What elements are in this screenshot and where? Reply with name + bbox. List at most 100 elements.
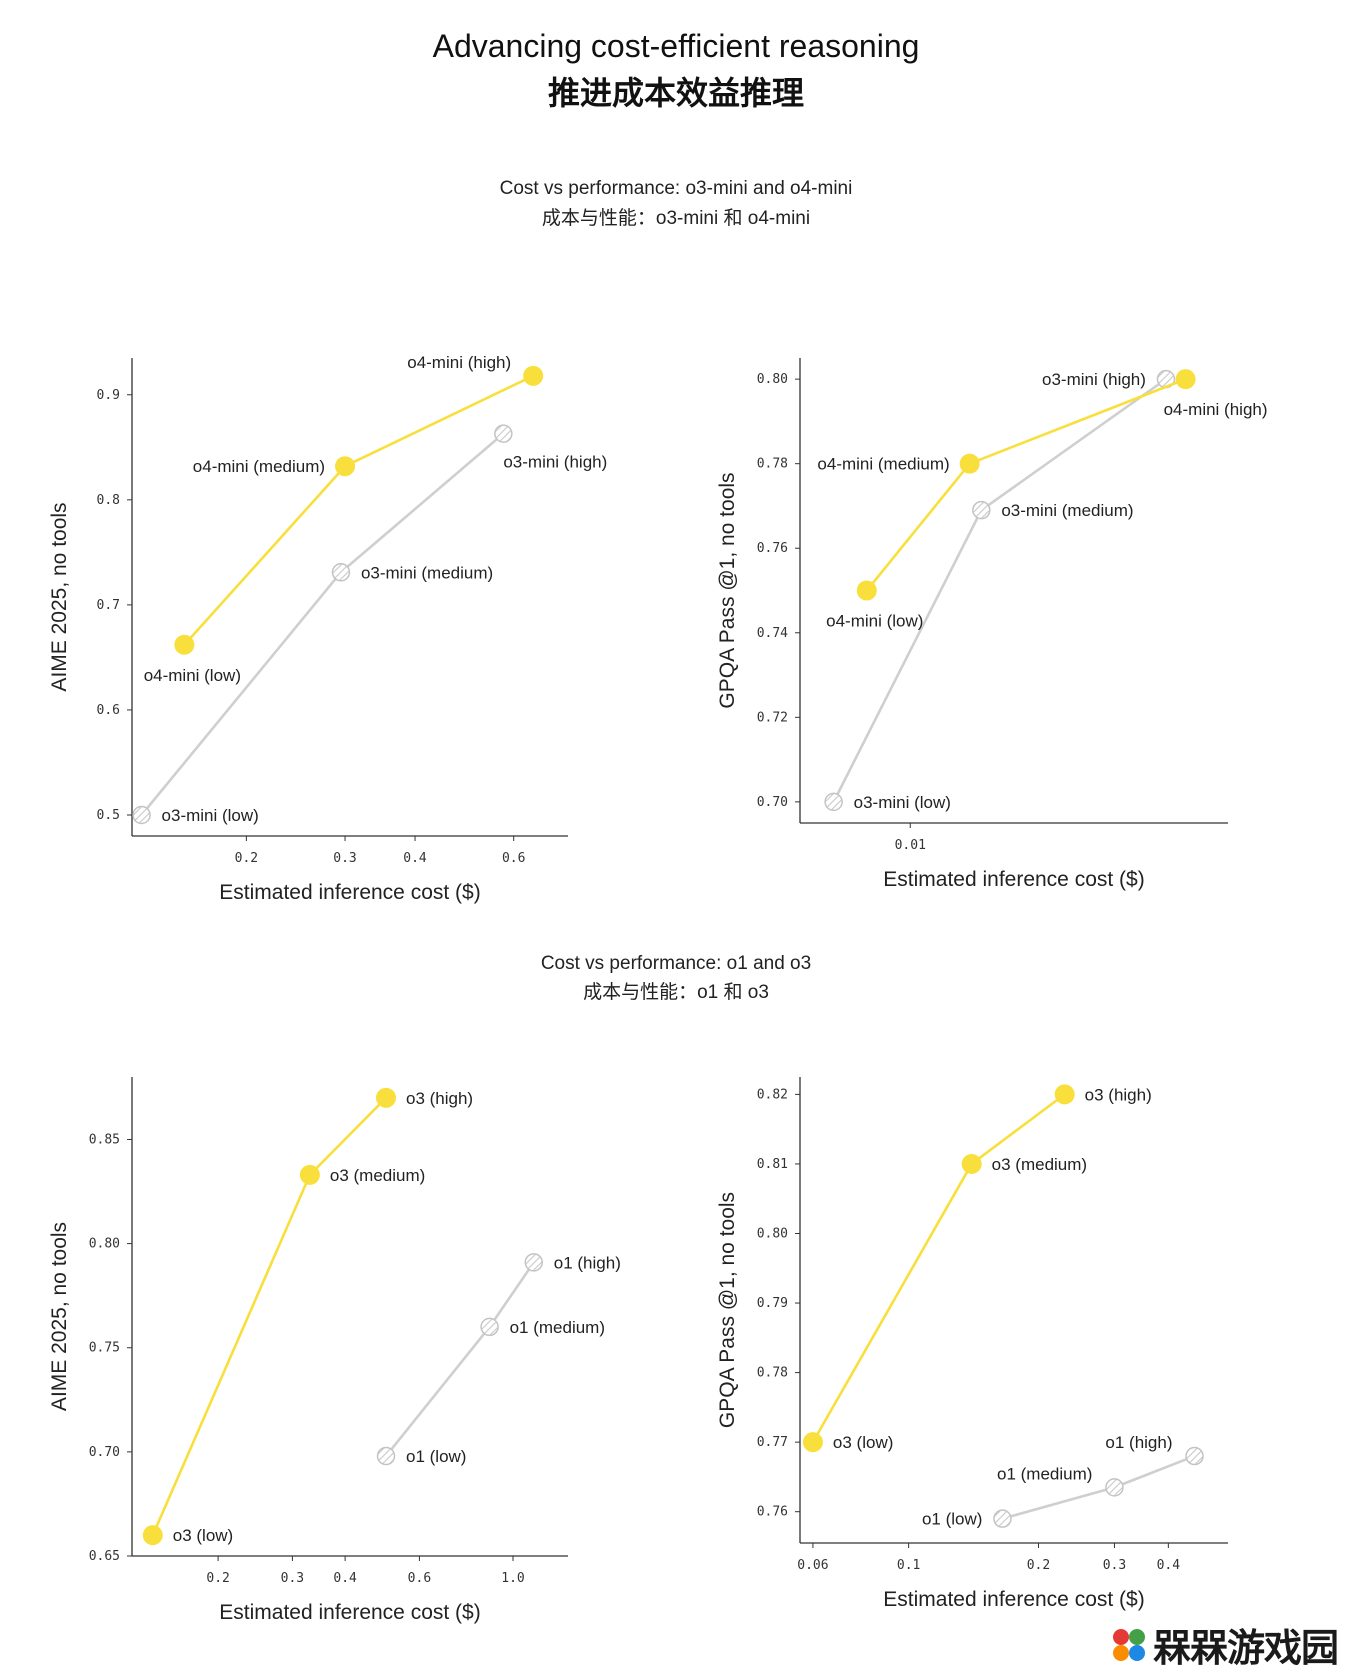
chart-1-y-tick-label: 0.5 — [97, 808, 120, 823]
chart-2-y-tick-label: 0.72 — [757, 710, 788, 725]
chart-4-series-highlight-line — [811, 1093, 1066, 1443]
chart-3-x-tick-label: 1.0 — [501, 1571, 524, 1586]
chart-1-point-label: o3-mini (medium) — [361, 563, 493, 582]
chart-4-y-axis-label: GPQA Pass @1, no tools — [716, 1192, 739, 1428]
watermark-text: 槑槑游戏园 — [1152, 1626, 1339, 1670]
watermark-logo-icon — [1112, 1628, 1145, 1661]
chart-3-y-tick-label: 0.65 — [89, 1549, 120, 1564]
chart-3-point-label: o3 (low) — [173, 1526, 233, 1545]
chart-4-y-tick-label: 0.82 — [757, 1087, 788, 1102]
chart-2-point-label: o4-mini (low) — [826, 612, 923, 631]
chart-4-x-tick-label: 0.4 — [1157, 1558, 1181, 1573]
chart-2-y-axis-label: GPQA Pass @1, no tools — [716, 472, 739, 708]
chart-4-x-tick-label: 0.1 — [897, 1558, 920, 1573]
chart-4-point-label: o3 (low) — [833, 1433, 893, 1452]
chart-4-x-tick-label: 0.06 — [797, 1558, 828, 1573]
chart-1-point — [331, 563, 351, 582]
chart-1-point-label: o4-mini (medium) — [193, 457, 325, 476]
chart-2-point-label: o3-mini (high) — [1042, 370, 1146, 389]
chart-1-y-tick-label: 0.8 — [97, 493, 120, 508]
chart-2-y-tick-label: 0.74 — [757, 626, 788, 641]
chart-4-point — [993, 1509, 1012, 1528]
chart-1-y-tick-label: 0.9 — [97, 388, 120, 403]
chart-2-point-label: o4-mini (medium) — [817, 455, 949, 474]
chart-4-point — [961, 1153, 982, 1174]
watermark: 槑槑游戏园 — [1109, 1617, 1339, 1672]
chart-3-point-label: o1 (medium) — [510, 1318, 605, 1337]
chart-2-series-baseline-line — [832, 378, 1167, 803]
chart-4-point — [1105, 1478, 1124, 1497]
page-title: Advancing cost-efficient reasoning — [432, 28, 920, 64]
chart-3-x-axis-label: Estimated inference cost ($) — [219, 1601, 480, 1624]
chart-4-y-tick-label: 0.80 — [757, 1226, 788, 1241]
page-title-zh: 推进成本效益推理 — [547, 75, 804, 111]
chart-4-point-label: o3 (medium) — [992, 1155, 1087, 1174]
chart-2-point-label: o3-mini (medium) — [1001, 501, 1133, 520]
chart-4-y-tick-label: 0.77 — [757, 1435, 788, 1450]
chart-3-point — [376, 1087, 397, 1108]
chart-1-point — [494, 424, 513, 443]
chart-4-x-tick-label: 0.2 — [1027, 1558, 1050, 1573]
chart-1-x-tick-label: 0.2 — [235, 851, 258, 866]
chart-2-point — [1175, 369, 1196, 390]
chart-2-point — [824, 792, 843, 812]
chart-4-y-tick-label: 0.81 — [757, 1157, 788, 1172]
chart-1-point-label: o3-mini (high) — [503, 453, 607, 472]
chart-1-point-label: o4-mini (high) — [407, 353, 511, 372]
chart-2-series-highlight-line — [865, 377, 1187, 592]
chart-4-point — [1185, 1446, 1204, 1466]
chart-1-point — [132, 805, 151, 825]
chart-3-point-label: o3 (high) — [406, 1089, 473, 1108]
chart-4-x-axis-label: Estimated inference cost ($) — [883, 1588, 1144, 1611]
chart-2-point-label: o4-mini (high) — [1164, 400, 1268, 419]
chart-4-y-tick-label: 0.76 — [757, 1505, 788, 1520]
chart-1-point — [523, 365, 544, 386]
chart-1-point — [335, 456, 356, 477]
chart-3-x-tick-label: 0.4 — [333, 1571, 357, 1586]
chart-2-x-tick-label: 0.01 — [895, 838, 926, 853]
chart-2-y-tick-label: 0.70 — [757, 795, 788, 810]
chart-2-point — [856, 580, 877, 601]
chart-3-point — [480, 1317, 499, 1337]
chart-1-x-axis-label: Estimated inference cost ($) — [219, 881, 480, 904]
chart-3-point — [299, 1164, 320, 1185]
chart-1-series-highlight-line — [183, 374, 534, 646]
section-2-title: Cost vs performance: o1 and o3 — [540, 953, 812, 974]
chart-3-y-tick-label: 0.75 — [89, 1341, 120, 1356]
chart-3-x-tick-label: 0.2 — [206, 1571, 229, 1586]
chart-3-y-tick-label: 0.85 — [89, 1132, 120, 1147]
chart-4-point — [1054, 1084, 1075, 1105]
chart-4-point — [802, 1432, 823, 1453]
chart-2-point — [972, 500, 991, 520]
chart-1-x-tick-label: 0.3 — [333, 851, 356, 866]
chart-1-x-tick-label: 0.6 — [502, 851, 525, 866]
chart-4-x-tick-label: 0.3 — [1103, 1558, 1126, 1573]
chart-3-point-label: o3 (medium) — [330, 1166, 425, 1185]
chart-3-y-tick-label: 0.70 — [89, 1445, 120, 1460]
chart-1-point-label: o4-mini (low) — [144, 666, 241, 685]
chart-2-y-tick-label: 0.78 — [757, 457, 788, 472]
chart-4-point-label: o3 (high) — [1085, 1085, 1152, 1104]
chart-2-y-tick-label: 0.80 — [757, 372, 788, 387]
chart-3-y-tick-label: 0.80 — [89, 1237, 120, 1252]
chart-1-y-axis-label: AIME 2025, no tools — [48, 502, 71, 691]
chart-3-x-tick-label: 0.3 — [281, 1571, 304, 1586]
chart-2-y-tick-label: 0.76 — [757, 541, 788, 556]
section-2-title-zh: 成本与性能：o1 和 o3 — [583, 982, 769, 1003]
chart-1-y-tick-label: 0.6 — [97, 703, 120, 718]
chart-4-point-label: o1 (medium) — [997, 1464, 1092, 1483]
chart-1-x-tick-label: 0.4 — [403, 851, 427, 866]
chart-3-series-baseline-line — [384, 1261, 535, 1457]
chart-4-y-tick-label: 0.79 — [757, 1296, 788, 1311]
chart-2-x-axis-label: Estimated inference cost ($) — [883, 868, 1144, 891]
chart-3-x-tick-label: 0.6 — [408, 1571, 431, 1586]
chart-3-series-highlight-line — [151, 1096, 387, 1536]
chart-4-point-label: o1 (high) — [1105, 1433, 1172, 1452]
chart-2-point-label: o3-mini (low) — [854, 793, 951, 812]
chart-3-y-axis-label: AIME 2025, no tools — [48, 1222, 71, 1411]
chart-4-point-label: o1 (low) — [922, 1510, 982, 1529]
chart-1-point-label: o3-mini (low) — [162, 806, 259, 825]
chart-3-point — [142, 1525, 163, 1546]
chart-1-point — [174, 634, 195, 655]
